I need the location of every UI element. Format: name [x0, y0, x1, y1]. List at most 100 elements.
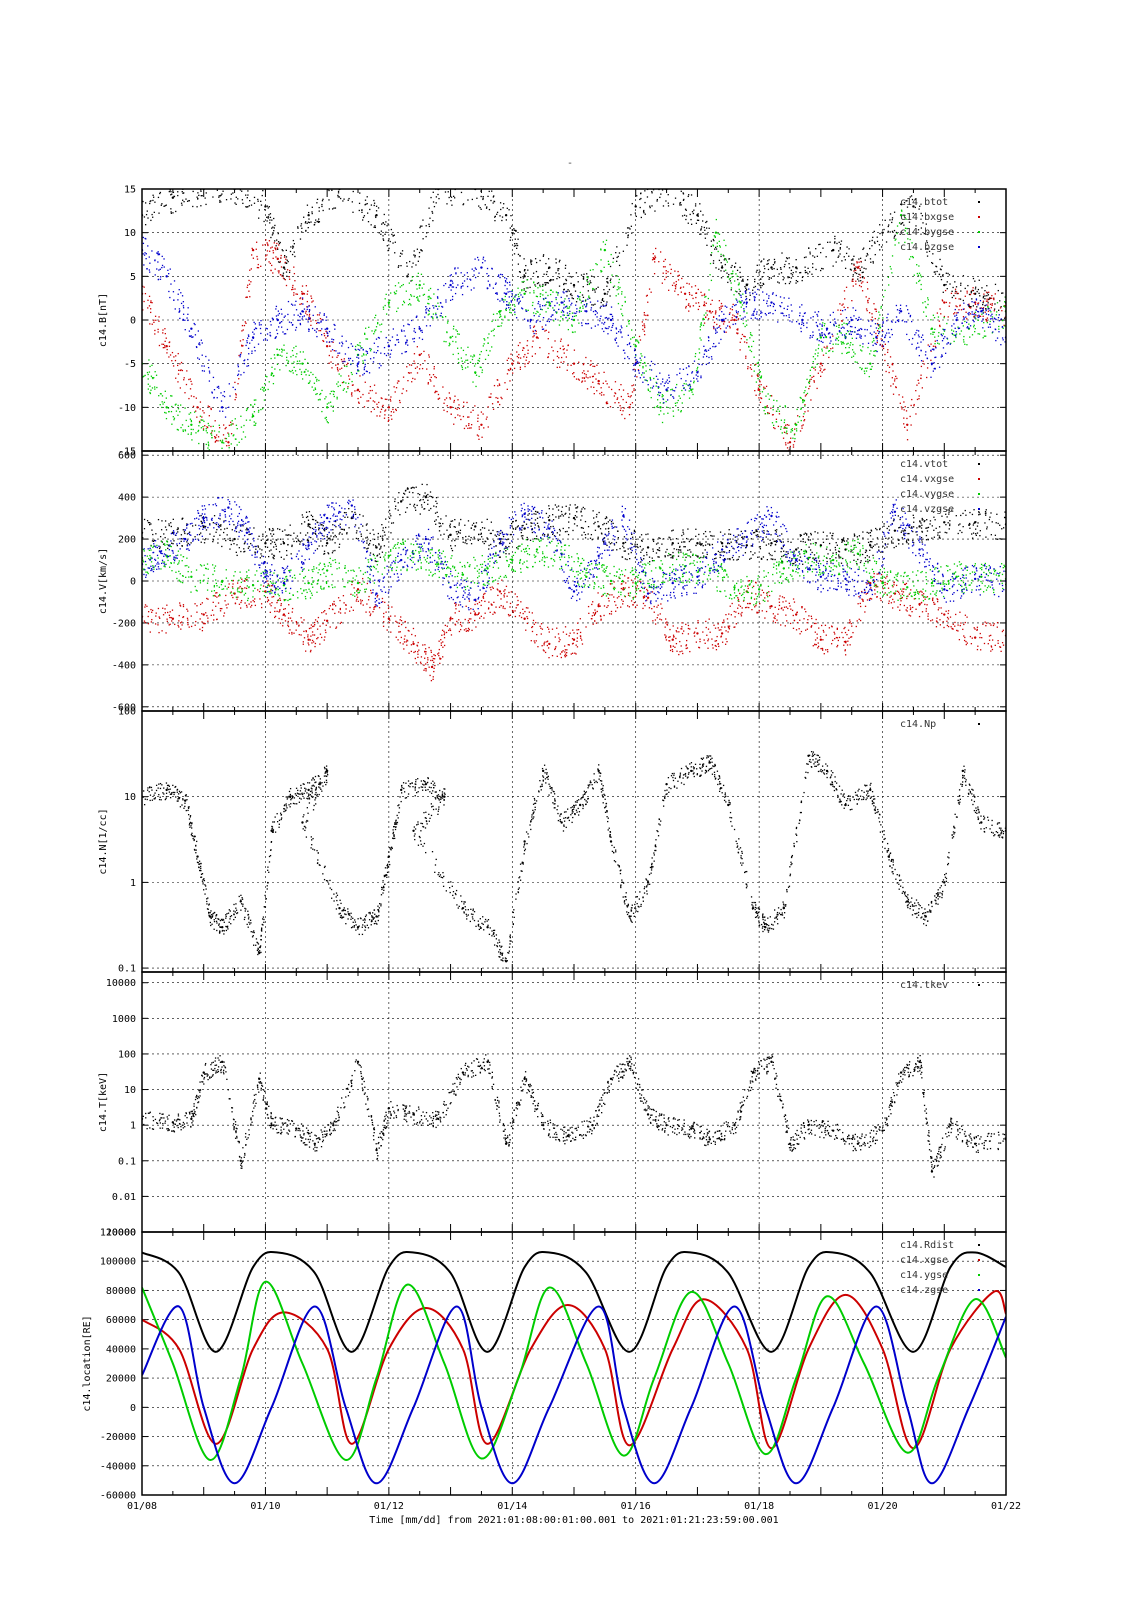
data-point — [180, 369, 182, 371]
data-point — [281, 275, 283, 277]
data-point — [759, 392, 761, 395]
data-point — [458, 361, 460, 364]
data-point — [599, 320, 601, 322]
data-point — [151, 213, 153, 216]
data-point — [996, 302, 999, 304]
data-point — [893, 380, 896, 382]
data-point — [154, 259, 156, 262]
data-point — [247, 365, 250, 367]
data-point — [846, 343, 848, 345]
data-point — [316, 198, 319, 200]
data-point — [703, 303, 706, 305]
data-point — [695, 374, 697, 376]
data-point — [692, 393, 694, 396]
data-point — [184, 392, 186, 394]
data-point — [149, 202, 151, 205]
data-point — [210, 425, 212, 428]
data-point — [643, 372, 645, 374]
data-point — [736, 299, 738, 301]
data-point — [319, 329, 322, 332]
data-point — [926, 376, 928, 379]
data-point — [631, 384, 633, 387]
data-point — [933, 317, 936, 319]
data-point — [697, 308, 700, 311]
data-point — [338, 181, 339, 182]
data-point — [432, 201, 435, 203]
data-point — [777, 425, 780, 428]
data-point — [875, 308, 877, 310]
data-point — [679, 201, 682, 204]
data-point — [539, 285, 541, 288]
data-point — [218, 196, 220, 198]
data-point — [161, 255, 163, 258]
data-point — [583, 304, 586, 306]
data-point — [317, 321, 319, 324]
data-point — [964, 320, 966, 323]
data-point — [974, 303, 977, 306]
data-point — [477, 435, 480, 437]
data-point — [295, 293, 297, 295]
data-point — [871, 365, 873, 368]
data-point — [242, 431, 245, 433]
data-point — [965, 311, 967, 313]
data-point — [343, 360, 345, 362]
data-point — [674, 197, 677, 199]
data-point — [319, 317, 322, 320]
data-point — [977, 319, 979, 321]
data-point — [272, 249, 274, 252]
data-point — [404, 335, 406, 337]
data-point — [369, 397, 372, 399]
data-point — [745, 298, 747, 301]
data-point — [754, 285, 757, 288]
data-point — [701, 226, 703, 228]
data-point — [168, 410, 170, 413]
data-point — [218, 427, 221, 429]
data-point — [584, 310, 586, 312]
data-point — [1004, 306, 1006, 308]
data-point — [736, 333, 739, 335]
data-point — [852, 274, 854, 276]
data-point — [709, 347, 711, 350]
data-point — [844, 267, 847, 270]
data-point — [375, 329, 377, 331]
data-point — [457, 284, 459, 286]
data-point — [342, 200, 344, 202]
data-point — [161, 401, 163, 403]
data-point — [772, 263, 775, 266]
data-point — [695, 222, 698, 224]
data-point — [306, 306, 308, 308]
data-point — [413, 295, 415, 298]
data-point — [455, 272, 457, 274]
data-point — [161, 343, 163, 345]
data-point — [364, 199, 367, 201]
data-point — [293, 314, 295, 316]
data-point — [792, 437, 794, 439]
data-point — [269, 262, 272, 265]
data-point — [773, 267, 775, 270]
data-point — [452, 282, 454, 284]
data-point — [470, 423, 473, 426]
data-point — [753, 314, 755, 316]
data-point — [687, 195, 689, 198]
data-point — [854, 361, 856, 363]
data-point — [723, 259, 725, 261]
data-point — [665, 381, 667, 383]
data-point — [514, 311, 516, 313]
data-point — [832, 311, 834, 314]
data-point — [414, 256, 416, 258]
data-point — [855, 309, 857, 312]
data-point — [847, 306, 849, 309]
data-point — [665, 400, 667, 403]
data-point — [909, 415, 911, 418]
data-point — [729, 277, 731, 280]
data-point — [732, 303, 734, 306]
data-point — [723, 318, 725, 320]
data-point — [634, 205, 637, 208]
data-point — [148, 295, 151, 297]
data-point — [397, 282, 400, 284]
data-point — [522, 277, 525, 279]
data-point — [934, 345, 936, 348]
data-point — [374, 215, 377, 217]
data-point — [808, 381, 810, 383]
data-point — [417, 260, 419, 262]
